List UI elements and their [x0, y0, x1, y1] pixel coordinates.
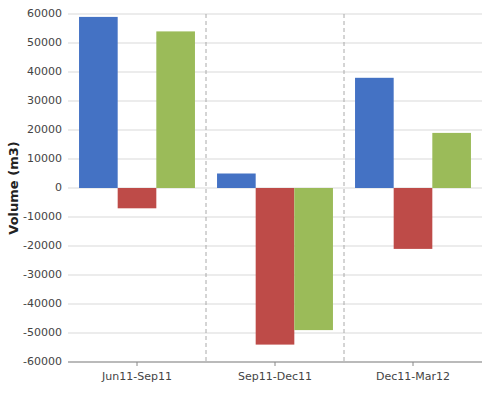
y-tick-label: 40000 [27, 65, 62, 78]
bar [217, 174, 256, 189]
y-tick-label: -10000 [23, 210, 62, 223]
y-tick-label: 30000 [27, 94, 62, 107]
x-tick-label: Sep11-Dec11 [238, 370, 312, 383]
x-tick [137, 362, 138, 366]
chart-container: -60000 -50000 -40000 -30000 -20000 -10000 0 100… [0, 0, 494, 394]
x-tick [275, 362, 276, 366]
bar [394, 188, 433, 249]
bar [156, 31, 195, 188]
bar [256, 188, 295, 345]
y-tick-label: -30000 [23, 268, 62, 281]
group-dividers [206, 14, 344, 362]
grid-line [68, 130, 482, 131]
y-axis-label: Volume (m3) [6, 141, 21, 234]
y-tick-label: -60000 [23, 355, 62, 368]
y-tick-label: 10000 [27, 152, 62, 165]
x-axis: Jun11-Sep11 Sep11-Dec11 Dec11-Mar12 [68, 362, 482, 383]
bar [432, 133, 471, 188]
y-tick-label: 20000 [27, 123, 62, 136]
chart: -60000 -50000 -40000 -30000 -20000 -10000 0 100… [0, 0, 494, 394]
bars [79, 17, 471, 345]
bar [79, 17, 118, 188]
grid-line [68, 101, 482, 102]
bar [355, 78, 394, 188]
x-tick-label: Dec11-Mar12 [376, 370, 450, 383]
y-tick-label: 50000 [27, 36, 62, 49]
y-grid [68, 14, 482, 362]
x-tick-label: Jun11-Sep11 [101, 370, 172, 383]
y-tick-label: 60000 [27, 7, 62, 20]
grid-line [68, 43, 482, 44]
y-tick-label: -50000 [23, 326, 62, 339]
y-tick-label: -40000 [23, 297, 62, 310]
grid-line [68, 14, 482, 15]
x-tick [413, 362, 414, 366]
y-tick-label: 0 [55, 181, 62, 194]
grid-line [68, 159, 482, 160]
y-tick-label: -20000 [23, 239, 62, 252]
bar [294, 188, 333, 330]
group-divider [206, 14, 207, 362]
group-divider [344, 14, 345, 362]
grid-line [68, 72, 482, 73]
y-tick-labels: -60000 -50000 -40000 -30000 -20000 -10000 0 100… [23, 7, 62, 368]
bar [118, 188, 157, 208]
